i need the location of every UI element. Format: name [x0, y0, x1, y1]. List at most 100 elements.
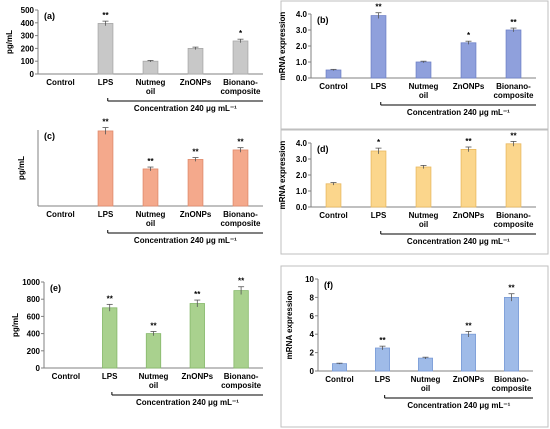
x-tick-label: composite [491, 384, 532, 393]
bar [325, 183, 342, 208]
y-tick-label: 0 [310, 367, 315, 376]
bar [461, 333, 476, 372]
panel-border [280, 128, 549, 255]
y-tick-label: 0.0 [296, 74, 308, 83]
x-tick-label: ZnONPs [453, 211, 485, 220]
y-tick-label: 1.0 [296, 58, 308, 67]
x-tick-label: ZnONPs [182, 372, 214, 381]
x-tick-label: composite [220, 87, 261, 96]
bar [370, 15, 387, 79]
x-tick-label: LPS [371, 82, 387, 91]
bar [142, 168, 159, 207]
x-tick-label: ZnONPs [180, 78, 212, 87]
bar [187, 48, 204, 75]
x-tick-label: oil [149, 381, 158, 390]
significance-label: ** [465, 321, 472, 330]
significance-label: ** [102, 118, 109, 127]
x-tick-label: ZnONPs [180, 210, 212, 219]
x-tick-label: LPS [371, 211, 387, 220]
x-tick-label: Control [52, 372, 80, 381]
bar [460, 42, 477, 79]
x-tick-label: oil [146, 219, 155, 228]
significance-label: * [467, 31, 471, 40]
x-tick-label: LPS [102, 372, 118, 381]
x-tick-label: Nutmeg [136, 78, 166, 87]
y-tick-label: 1.0 [296, 187, 308, 196]
x-tick-label: oil [419, 220, 428, 229]
x-tick-label: ZnONPs [453, 375, 485, 384]
bar [189, 303, 205, 369]
y-tick-label: 2.0 [296, 42, 308, 51]
panel-label: (c) [44, 131, 55, 141]
panel-label: (e) [50, 283, 61, 293]
x-tick-label: Nutmeg [136, 210, 166, 219]
bar [505, 143, 522, 208]
chart-panel-e: (e) 0 200 400 600 800 1000 pg/mL Control ** LPS ** N… [11, 277, 263, 407]
panel-label: (b) [317, 15, 329, 25]
significance-label: * [377, 138, 381, 147]
bar [415, 61, 432, 79]
bar [97, 130, 114, 207]
x-tick-label: Control [325, 375, 353, 384]
significance-label: ** [102, 11, 109, 20]
y-tick-label: 4 [310, 330, 315, 339]
y-tick-label: 600 [27, 312, 41, 321]
y-tick-label: 6 [310, 312, 315, 321]
significance-label: ** [147, 157, 154, 166]
x-tick-label: LPS [98, 210, 114, 219]
y-axis-label: pg/mL [17, 156, 26, 180]
y-tick-label: 0 [36, 364, 41, 373]
x-tick-label: Bionano- [223, 78, 258, 87]
y-tick-label: 0 [30, 70, 35, 79]
x-tick-label: composite [220, 219, 261, 228]
y-tick-label: 200 [27, 347, 41, 356]
bar [232, 149, 249, 207]
bar [504, 296, 519, 372]
panel-label: (d) [317, 144, 329, 154]
panel-border [280, 265, 549, 428]
x-tick-label: composite [493, 220, 534, 229]
significance-label: ** [238, 277, 245, 286]
y-tick-label: 300 [21, 32, 35, 41]
bar [418, 357, 433, 372]
bar [102, 307, 118, 369]
x-tick-label: Control [319, 82, 347, 91]
chart-panel-a: (a) 0 100 200 300 400 500 pg/mL Control ** LPS Nutm… [5, 6, 263, 113]
significance-label: ** [508, 284, 515, 293]
y-tick-label: 100 [21, 57, 35, 66]
y-tick-label: 800 [27, 295, 41, 304]
bar [232, 40, 249, 75]
significance-label: ** [194, 290, 201, 299]
y-tick-label: 2 [310, 349, 315, 358]
y-tick-label: 3.0 [296, 26, 308, 35]
x-tick-label: Bionano- [496, 82, 531, 91]
significance-label: ** [237, 138, 244, 147]
x-tick-label: Bionano- [496, 211, 531, 220]
concentration-label: Concentration 240 μg mL⁻¹ [136, 398, 239, 407]
x-tick-label: Bionano- [223, 210, 258, 219]
concentration-label: Concentration 240 μg mL⁻¹ [134, 104, 237, 113]
x-tick-label: ZnONPs [453, 82, 485, 91]
y-axis-label: mRNA expression [278, 141, 287, 210]
panel-label: (f) [324, 280, 333, 290]
y-tick-label: 500 [21, 6, 35, 15]
x-tick-label: composite [493, 91, 534, 100]
panel-label: (a) [44, 11, 55, 21]
y-axis-label: mRNA expression [278, 12, 287, 81]
concentration-label: Concentration 240 μg mL⁻¹ [407, 108, 510, 117]
bar [142, 60, 159, 75]
concentration-label: Concentration 240 μg mL⁻¹ [407, 237, 510, 246]
y-tick-label: 2.0 [296, 171, 308, 180]
y-axis-label: pg/mL [11, 313, 20, 337]
significance-label: ** [375, 3, 382, 12]
y-tick-label: 400 [27, 330, 41, 339]
significance-label: ** [107, 294, 114, 303]
x-tick-label: Nutmeg [139, 372, 169, 381]
y-tick-label: 3.0 [296, 155, 308, 164]
bar [97, 23, 114, 75]
x-tick-label: oil [421, 384, 430, 393]
y-tick-label: 0.0 [296, 203, 308, 212]
x-tick-label: oil [419, 91, 428, 100]
significance-label: ** [192, 148, 199, 157]
